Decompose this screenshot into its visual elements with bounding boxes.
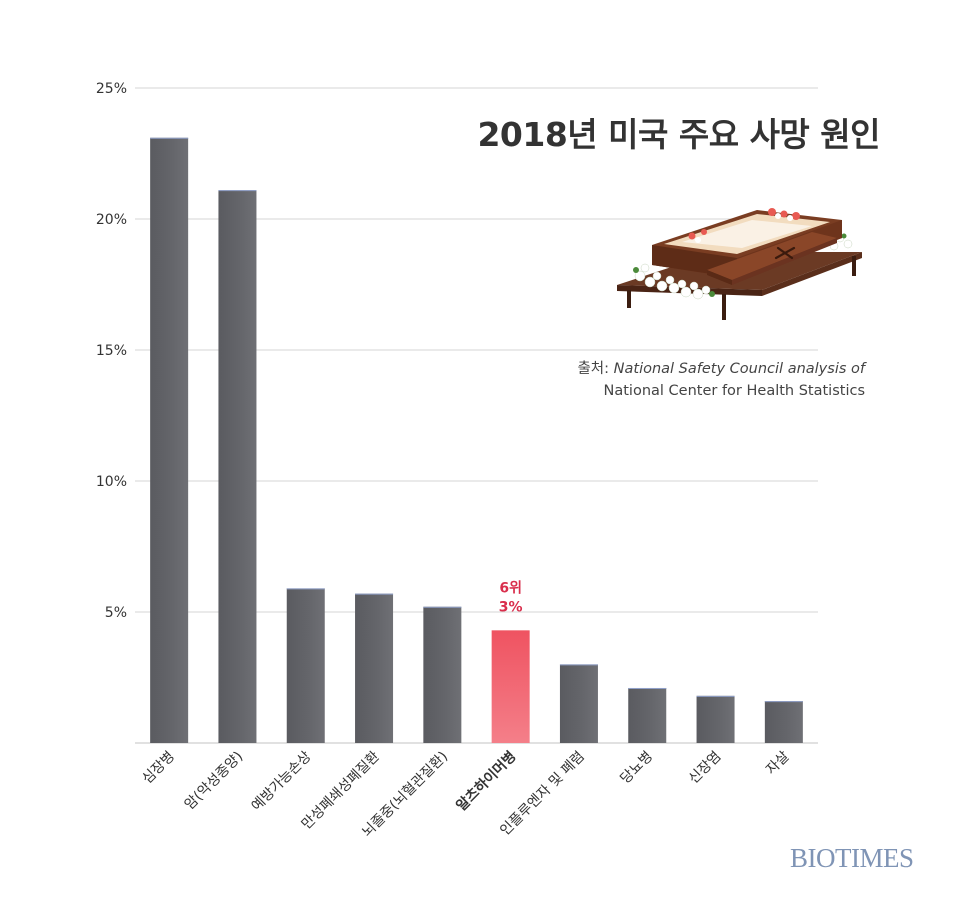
source-note: 출처: National Safety Council analysis of … <box>540 358 865 402</box>
biotimes-logo: BIOTIMES <box>790 843 914 873</box>
coffin-with-flowers-icon <box>617 208 862 320</box>
y-axis-ticks: 25% 20% 15% 10% 5% <box>96 81 127 621</box>
bar <box>150 137 189 743</box>
bar <box>696 695 735 743</box>
y-tick-label: 10% <box>96 474 127 490</box>
highlight-label: 3% <box>499 599 523 615</box>
x-tick-label: 알츠하이머병 <box>453 748 520 815</box>
y-tick-label: 5% <box>105 605 127 621</box>
source-org: National Safety Council analysis of <box>613 361 865 377</box>
bar <box>491 630 530 743</box>
source-prefix: 출처: <box>577 361 610 377</box>
highlight-annotation: 6위3% <box>499 580 523 615</box>
bar <box>355 593 394 743</box>
bar <box>423 606 462 743</box>
bar <box>286 588 325 743</box>
source-org-line2: National Center for Health Statistics <box>603 383 866 399</box>
bar <box>764 701 803 743</box>
x-tick-label: 자살 <box>763 748 793 778</box>
x-tick-label: 당뇨병 <box>617 749 656 788</box>
y-tick-label: 25% <box>96 81 127 97</box>
y-tick-label: 20% <box>96 212 127 228</box>
bar <box>559 664 598 743</box>
y-tick-label: 15% <box>96 343 127 359</box>
x-tick-label: 예방가능손상 <box>249 748 315 814</box>
chart-title: 2018년 미국 주요 사망 원인 <box>477 115 880 154</box>
bars <box>150 137 803 743</box>
bar <box>218 190 257 743</box>
bar <box>628 687 667 743</box>
x-tick-label: 암(악성종양) <box>182 749 247 814</box>
x-tick-label: 심장병 <box>139 749 178 788</box>
highlight-label: 6위 <box>499 580 522 596</box>
x-tick-label: 신장염 <box>686 749 725 788</box>
